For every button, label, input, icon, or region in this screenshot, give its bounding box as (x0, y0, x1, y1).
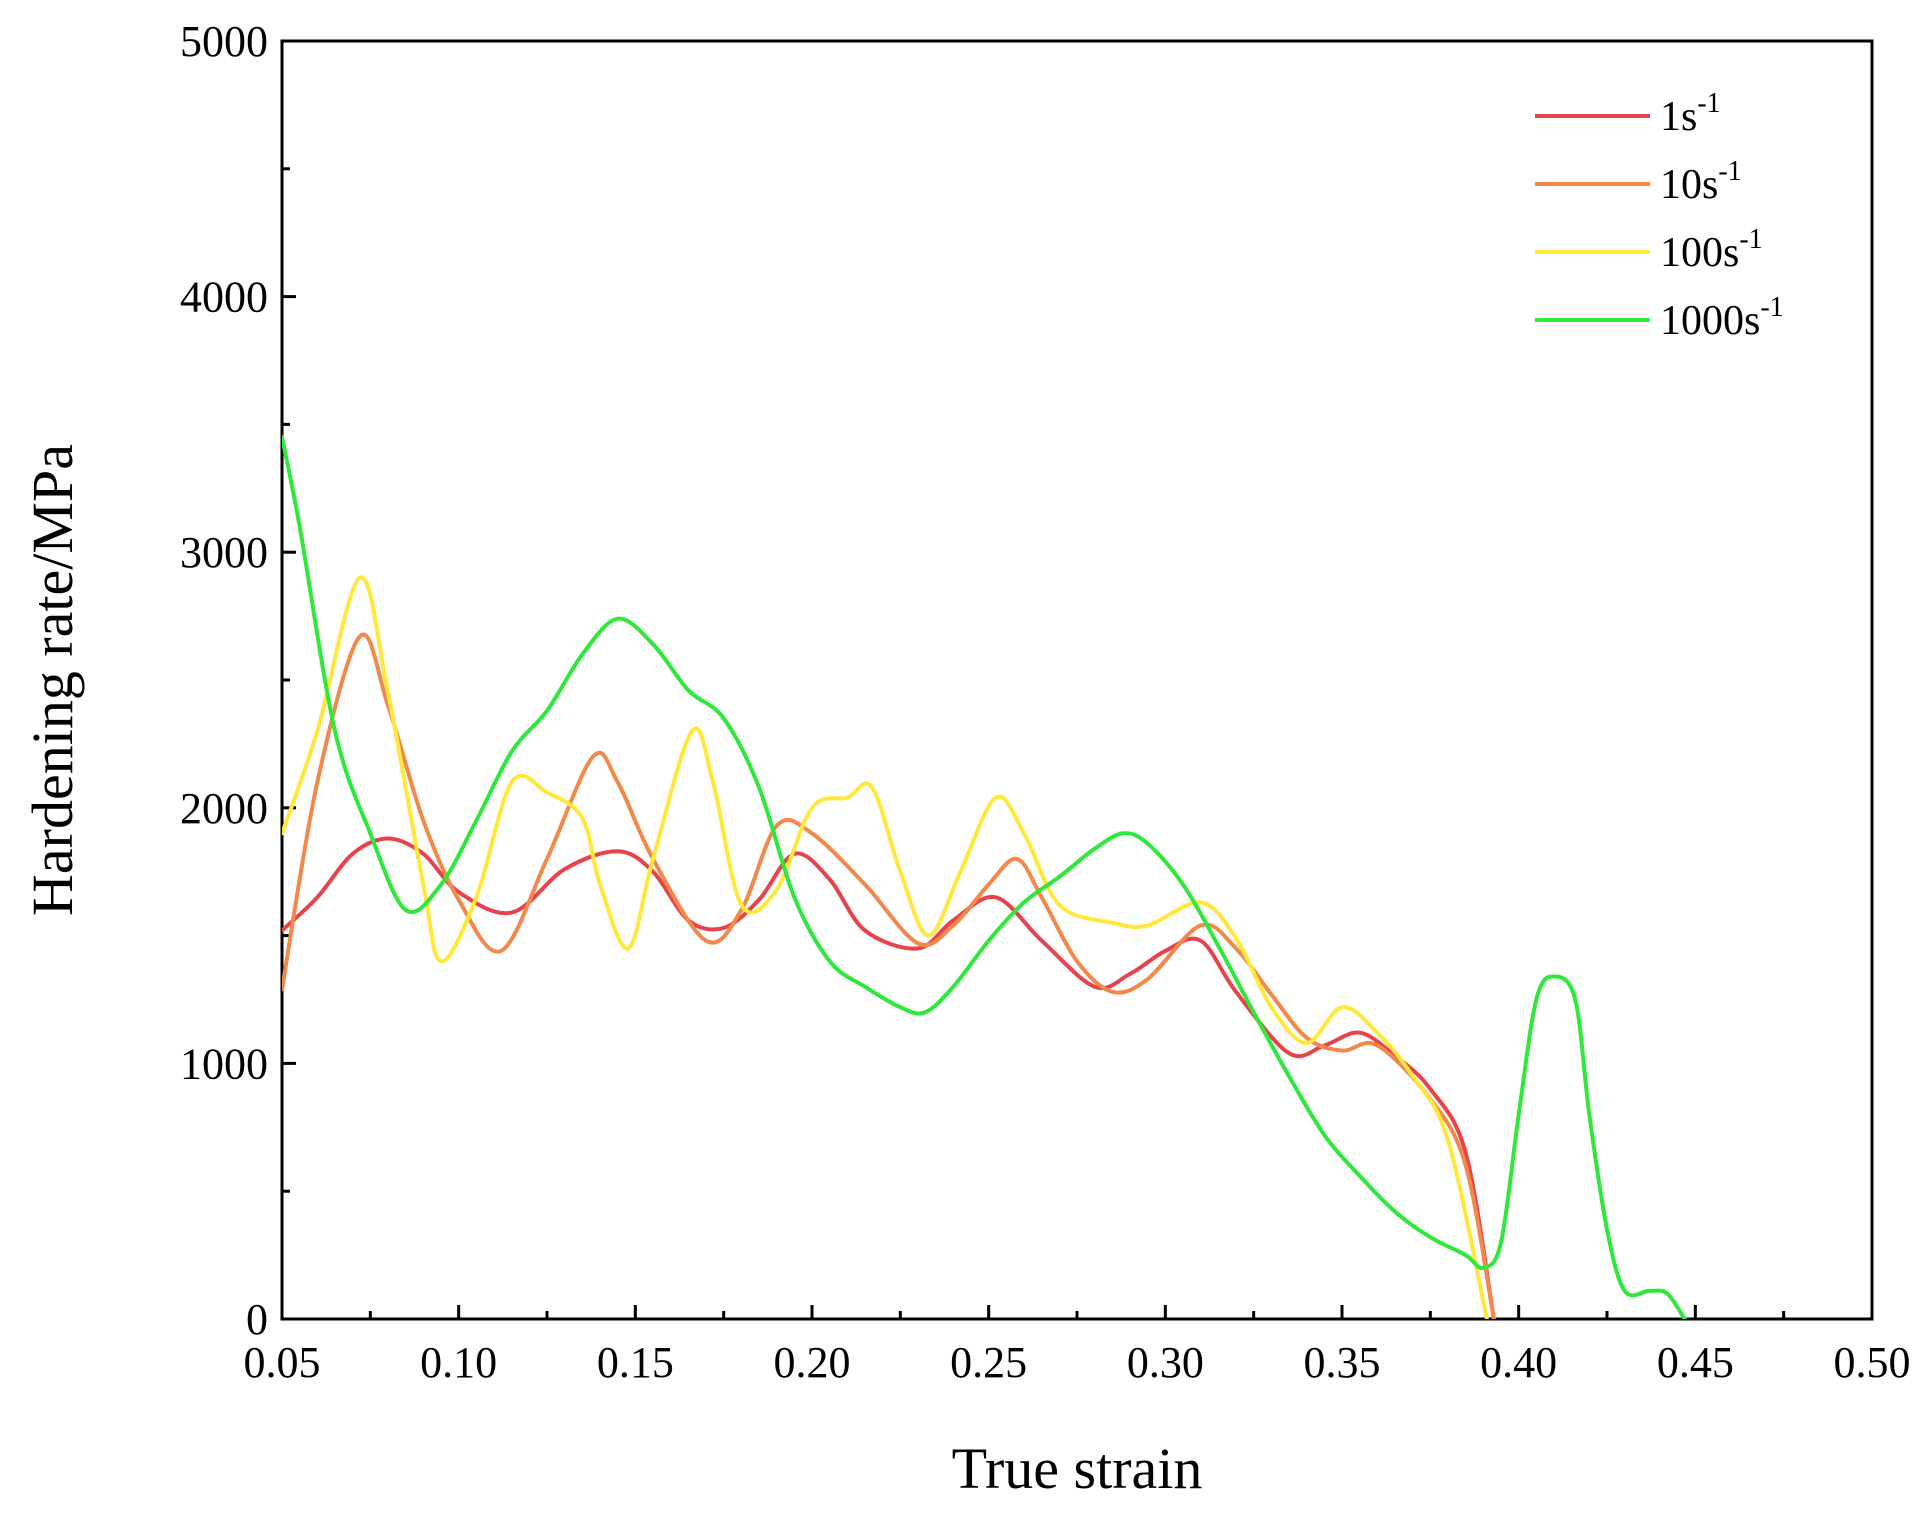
series-line-1000s (282, 435, 1687, 1319)
y-tick-label: 4000 (180, 273, 268, 322)
y-tick-label: 3000 (180, 528, 268, 577)
legend-label: 100s-1 (1660, 224, 1763, 276)
legend-label-exponent: -1 (1739, 224, 1762, 255)
series-line-10s (282, 632, 1496, 1319)
x-tick-label: 0.15 (597, 1338, 674, 1387)
x-tick-label: 0.05 (244, 1338, 321, 1387)
legend-label-exponent: -1 (1718, 156, 1741, 187)
x-tick-label: 0.20 (774, 1338, 851, 1387)
legend-label-text: 10s (1660, 162, 1718, 208)
x-tick-label: 0.35 (1304, 1338, 1381, 1387)
y-axis-title: Hardening rate/MPa (20, 444, 85, 916)
legend-label: 10s-1 (1660, 156, 1742, 208)
legend-label-text: 1s (1660, 94, 1697, 140)
legend-label-exponent: -1 (1760, 292, 1783, 323)
legend-label-text: 1000s (1660, 298, 1760, 344)
y-tick-label: 2000 (180, 784, 268, 833)
x-tick-label: 0.40 (1480, 1338, 1557, 1387)
x-tick-label: 0.25 (950, 1338, 1027, 1387)
x-tick-label: 0.45 (1657, 1338, 1734, 1387)
plot-frame (280, 39, 1874, 1321)
legend-label-exponent: -1 (1697, 88, 1720, 119)
legend-label: 1s-1 (1660, 88, 1721, 140)
y-axis: 0 1000 2000 3000 4000 5000 (180, 17, 296, 1344)
legend-label: 1000s-1 (1660, 292, 1784, 344)
series-line-1s (282, 836, 1496, 1319)
x-axis-title: True strain (952, 1436, 1203, 1501)
x-axis: 0.05 0.10 0.15 0.20 0.25 0.30 0.35 0.40 0.45 0.50 (244, 1305, 1911, 1387)
x-tick-label: 0.10 (420, 1338, 497, 1387)
series-line-100s (282, 575, 1489, 1319)
y-tick-label: 1000 (180, 1039, 268, 1088)
y-tick-label: 0 (246, 1295, 268, 1344)
series-layer (282, 435, 1687, 1319)
x-tick-label: 0.50 (1834, 1338, 1911, 1387)
y-tick-label: 5000 (180, 17, 268, 66)
x-tick-label: 0.30 (1127, 1338, 1204, 1387)
legend-label-text: 100s (1660, 230, 1739, 276)
